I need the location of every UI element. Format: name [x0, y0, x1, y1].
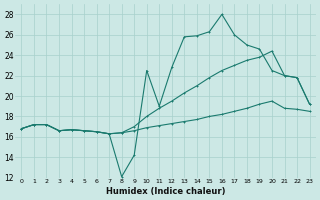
X-axis label: Humidex (Indice chaleur): Humidex (Indice chaleur): [106, 187, 225, 196]
